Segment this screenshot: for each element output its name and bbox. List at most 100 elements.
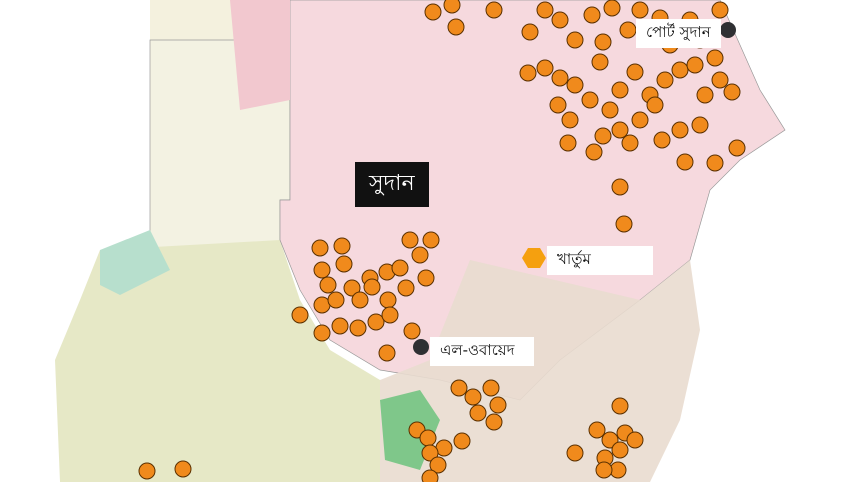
event-dot[interactable]	[351, 291, 369, 309]
event-dot[interactable]	[671, 61, 689, 79]
event-dot[interactable]	[706, 154, 724, 172]
event-dot[interactable]	[401, 231, 419, 249]
event-dot[interactable]	[331, 317, 349, 335]
event-dot[interactable]	[631, 111, 649, 129]
event-dot[interactable]	[489, 396, 507, 414]
event-dot[interactable]	[559, 134, 577, 152]
event-dot[interactable]	[521, 23, 539, 41]
event-dot[interactable]	[603, 0, 621, 17]
event-dot[interactable]	[343, 279, 361, 297]
event-dot[interactable]	[424, 3, 442, 21]
event-dot[interactable]	[485, 413, 503, 431]
event-dot[interactable]	[536, 59, 554, 77]
event-dot[interactable]	[417, 269, 435, 287]
event-dot[interactable]	[626, 431, 644, 449]
event-dot[interactable]	[391, 259, 409, 277]
event-dot[interactable]	[421, 444, 439, 462]
event-dot[interactable]	[174, 460, 192, 478]
event-dot[interactable]	[327, 291, 345, 309]
event-dot[interactable]	[711, 71, 729, 89]
event-dot[interactable]	[611, 397, 629, 415]
event-dot[interactable]	[138, 462, 156, 480]
event-dot[interactable]	[381, 306, 399, 324]
event-dot[interactable]	[549, 96, 567, 114]
event-dot[interactable]	[583, 6, 601, 24]
event-dot[interactable]	[696, 86, 714, 104]
event-dot[interactable]	[397, 279, 415, 297]
event-dot[interactable]	[536, 1, 554, 19]
event-dot[interactable]	[378, 344, 396, 362]
event-dot[interactable]	[711, 1, 729, 19]
event-dot[interactable]	[601, 101, 619, 119]
port-sudan-marker[interactable]	[720, 22, 736, 38]
event-dot[interactable]	[585, 143, 603, 161]
event-dot[interactable]	[335, 255, 353, 273]
event-dot[interactable]	[595, 461, 613, 479]
event-dot[interactable]	[706, 49, 724, 67]
city-label-el-obeid[interactable]: এল-ওবায়েদ	[430, 337, 534, 366]
event-dot[interactable]	[621, 134, 639, 152]
event-dot[interactable]	[551, 11, 569, 29]
event-dot[interactable]	[566, 31, 584, 49]
pink-area	[230, 0, 290, 110]
event-dot[interactable]	[611, 441, 629, 459]
event-dot[interactable]	[581, 91, 599, 109]
city-markers	[413, 22, 736, 355]
el-obeid-marker[interactable]	[413, 339, 429, 355]
event-dot[interactable]	[653, 131, 671, 149]
event-dot[interactable]	[561, 111, 579, 129]
khartoum-marker[interactable]	[522, 248, 546, 268]
event-dot[interactable]	[291, 306, 309, 324]
event-dot[interactable]	[403, 322, 421, 340]
event-dot[interactable]	[519, 64, 537, 82]
event-dot[interactable]	[626, 63, 644, 81]
event-dot[interactable]	[319, 276, 337, 294]
event-dot[interactable]	[671, 121, 689, 139]
city-label-khartoum[interactable]: খার্তুম	[547, 246, 653, 275]
event-dot[interactable]	[566, 76, 584, 94]
event-dot[interactable]	[349, 319, 367, 337]
event-dot[interactable]	[333, 237, 351, 255]
event-dot[interactable]	[728, 139, 746, 157]
event-dot[interactable]	[611, 81, 629, 99]
event-dot[interactable]	[419, 429, 437, 447]
event-dot[interactable]	[453, 432, 471, 450]
event-dot[interactable]	[646, 96, 664, 114]
event-dot[interactable]	[594, 127, 612, 145]
event-dot[interactable]	[594, 33, 612, 51]
event-dot[interactable]	[686, 56, 704, 74]
city-label-port-sudan[interactable]: পোর্ট সুদান	[636, 19, 721, 48]
event-dot[interactable]	[421, 469, 439, 482]
event-dot[interactable]	[367, 313, 385, 331]
event-dot[interactable]	[566, 444, 584, 462]
event-dot[interactable]	[619, 21, 637, 39]
event-dot[interactable]	[588, 421, 606, 439]
event-dot[interactable]	[691, 116, 709, 134]
event-dot[interactable]	[723, 83, 741, 101]
event-dot[interactable]	[591, 53, 609, 71]
country-label: সুদান	[355, 162, 429, 207]
event-dot[interactable]	[450, 379, 468, 397]
event-dot[interactable]	[485, 1, 503, 19]
event-dot[interactable]	[469, 404, 487, 422]
event-dot[interactable]	[551, 69, 569, 87]
event-dot[interactable]	[482, 379, 500, 397]
event-dot[interactable]	[411, 246, 429, 264]
event-dot[interactable]	[464, 388, 482, 406]
event-dot[interactable]	[363, 278, 381, 296]
event-dot[interactable]	[379, 291, 397, 309]
event-dot[interactable]	[313, 261, 331, 279]
event-dot[interactable]	[615, 215, 633, 233]
event-dot[interactable]	[447, 18, 465, 36]
event-dot[interactable]	[676, 153, 694, 171]
event-dot[interactable]	[313, 324, 331, 342]
event-dot[interactable]	[611, 178, 629, 196]
event-dot[interactable]	[611, 121, 629, 139]
event-dot[interactable]	[656, 71, 674, 89]
event-dot[interactable]	[311, 239, 329, 257]
event-dot[interactable]	[443, 0, 461, 14]
event-dot[interactable]	[422, 231, 440, 249]
event-dot[interactable]	[631, 1, 649, 19]
event-dot[interactable]	[429, 456, 447, 474]
